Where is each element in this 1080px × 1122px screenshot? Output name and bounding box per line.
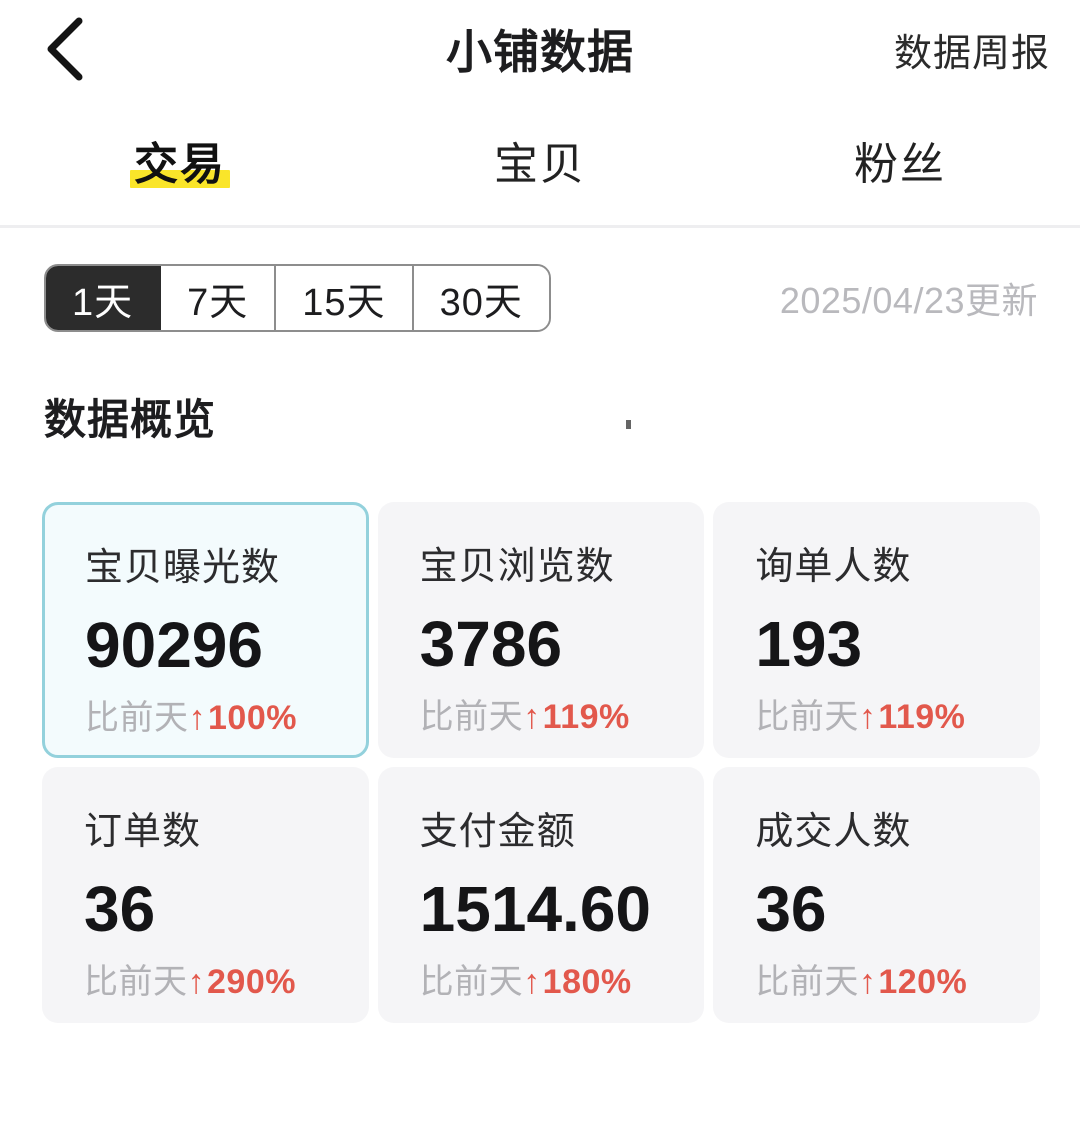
metric-card-item-views[interactable]: 宝贝浏览数 3786 比前天↑119% xyxy=(377,502,705,758)
metric-delta-value: 119% xyxy=(542,698,630,736)
metric-delta-value: 100% xyxy=(208,699,297,737)
tab-bar-divider xyxy=(0,225,1080,228)
last-updated-text: 2025/04/23更新 xyxy=(779,280,1038,321)
metric-delta-value: 119% xyxy=(878,698,966,736)
metric-label: 支付金额 xyxy=(419,811,576,853)
arrow-up-icon: ↑ xyxy=(188,699,206,737)
metric-value: 1514.60 xyxy=(419,873,651,945)
arrow-up-icon: ↑ xyxy=(523,698,541,736)
range-option-15days[interactable]: 15天 xyxy=(276,266,414,330)
metric-delta: 比前天↑180% xyxy=(420,965,703,999)
metric-delta: 比前天↑119% xyxy=(420,700,703,734)
metric-delta-prefix: 比前天 xyxy=(755,698,859,736)
page-title: 小铺数据 xyxy=(446,26,634,78)
metric-value: 36 xyxy=(84,873,156,945)
metric-delta-prefix: 比前天 xyxy=(419,963,524,1001)
metric-value: 90296 xyxy=(85,609,263,681)
arrow-up-icon: ↑ xyxy=(187,963,205,1001)
metric-delta: 比前天↑100% xyxy=(85,701,366,735)
metric-label: 宝贝曝光数 xyxy=(85,547,281,589)
range-option-1day[interactable]: 1天 xyxy=(46,266,162,330)
tab-transactions[interactable]: 交易 xyxy=(0,110,360,210)
range-option-7days[interactable]: 7天 xyxy=(161,266,277,330)
image-speck-artifact xyxy=(626,420,631,429)
range-option-30days[interactable]: 30天 xyxy=(413,266,549,330)
metric-card-grid: 宝贝曝光数 90296 比前天↑100% 宝贝浏览数 3786 比前天↑119%… xyxy=(0,447,1080,1023)
metric-label: 成交人数 xyxy=(755,811,912,853)
arrow-up-icon: ↑ xyxy=(858,963,877,1001)
tab-fans[interactable]: 粉丝 xyxy=(720,110,1080,210)
tab-items[interactable]: 宝贝 xyxy=(360,110,720,210)
metric-value: 36 xyxy=(755,873,827,945)
metric-delta-prefix: 比前天 xyxy=(755,963,859,1001)
metric-delta: 比前天↑120% xyxy=(755,965,1038,999)
metric-delta-prefix: 比前天 xyxy=(84,963,188,1001)
metric-delta-prefix: 比前天 xyxy=(419,698,524,736)
date-range-segmented-control[interactable]: 1天 7天 15天 30天 xyxy=(44,264,551,332)
metric-delta-value: 120% xyxy=(878,963,968,1001)
metric-delta: 比前天↑290% xyxy=(84,965,367,999)
metric-delta-value: 180% xyxy=(542,963,632,1001)
metric-card-payment-amount[interactable]: 支付金额 1514.60 比前天↑180% xyxy=(377,767,705,1023)
back-button[interactable] xyxy=(30,14,100,84)
page-header: 小铺数据 数据周报 xyxy=(0,0,1080,110)
section-title-overview: 数据概览 xyxy=(44,396,217,443)
tab-bar: 交易 宝贝 粉丝 xyxy=(0,110,1080,228)
range-row: 1天 7天 15天 30天 2025/04/23更新 xyxy=(0,228,1080,368)
metric-label: 宝贝浏览数 xyxy=(419,546,615,588)
tab-label: 交易 xyxy=(130,128,230,192)
metric-delta-prefix: 比前天 xyxy=(85,699,189,737)
metric-value: 193 xyxy=(755,608,863,680)
metric-value: 3786 xyxy=(419,608,563,680)
metric-delta: 比前天↑119% xyxy=(755,700,1038,734)
metric-delta-value: 290% xyxy=(207,963,296,1001)
chevron-left-icon xyxy=(41,15,89,83)
arrow-up-icon: ↑ xyxy=(858,698,877,736)
metric-card-buyers[interactable]: 成交人数 36 比前天↑120% xyxy=(713,767,1040,1023)
metric-card-item-exposure[interactable]: 宝贝曝光数 90296 比前天↑100% xyxy=(42,502,369,758)
metric-label: 询单人数 xyxy=(755,546,912,588)
metric-card-order-count[interactable]: 订单数 36 比前天↑290% xyxy=(42,767,369,1023)
tab-label: 宝贝 xyxy=(494,140,586,189)
weekly-report-link[interactable]: 数据周报 xyxy=(893,33,1050,75)
metric-card-inquiry-users[interactable]: 询单人数 193 比前天↑119% xyxy=(713,502,1040,758)
tab-label: 粉丝 xyxy=(854,140,946,189)
metric-label: 订单数 xyxy=(84,811,202,853)
arrow-up-icon: ↑ xyxy=(523,963,541,1001)
